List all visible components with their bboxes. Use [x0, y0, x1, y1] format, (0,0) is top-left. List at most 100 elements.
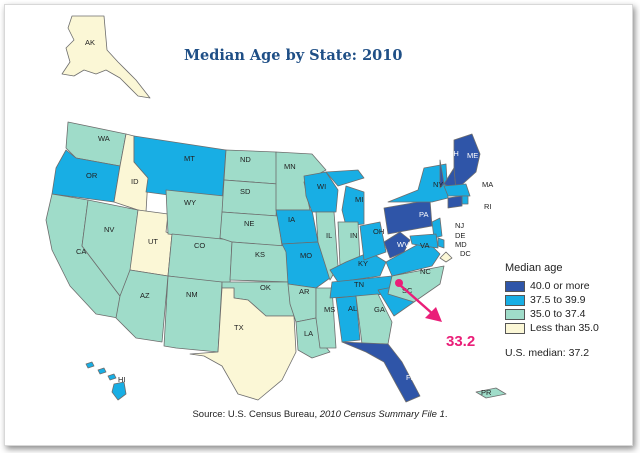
- state-label-va: VA: [420, 241, 429, 250]
- state-label-ok: OK: [260, 283, 271, 292]
- state-oh: [359, 221, 387, 261]
- state-label-tx: TX: [234, 323, 244, 332]
- state-label-wy: WY: [184, 198, 196, 207]
- callout-arrow-head-icon: [425, 307, 442, 322]
- state-ct: [447, 195, 463, 209]
- state-label-wi: WI: [317, 182, 326, 191]
- state-fl: [341, 341, 421, 403]
- state-label-co: CO: [194, 241, 205, 250]
- state-label-id: ID: [131, 177, 139, 186]
- legend-swatch: [505, 294, 525, 306]
- state-label-nj: NJ: [455, 221, 464, 230]
- legend-swatch: [505, 280, 525, 292]
- state-label-ny: NY: [433, 180, 443, 189]
- state-label-de: DE: [455, 231, 465, 240]
- state-label-vt: VT: [436, 153, 446, 162]
- state-label-wa: WA: [98, 134, 110, 143]
- state-label-ks: KS: [255, 250, 265, 259]
- state-ne: [219, 211, 283, 247]
- state-label-ak: AK: [85, 38, 95, 47]
- state-dc: [439, 251, 453, 263]
- state-label-il: IL: [326, 231, 332, 240]
- state-label-dc: DC: [460, 249, 471, 258]
- state-label-az: AZ: [140, 291, 150, 300]
- state-pr: [475, 387, 507, 399]
- state-ga: [355, 293, 393, 345]
- state-nm: [163, 275, 223, 353]
- state-nc: [387, 265, 445, 303]
- state-label-sd: SD: [240, 187, 251, 196]
- state-label-pa: PA: [419, 210, 428, 219]
- callout-arrow-line: [399, 284, 435, 316]
- state-label-ga: GA: [374, 305, 385, 314]
- state-ak: [61, 15, 151, 99]
- legend-item-under-35: Less than 35.0: [505, 322, 599, 334]
- state-label-ca: CA: [76, 247, 86, 256]
- state-label-or: OR: [86, 171, 98, 180]
- source-note: Source: U.S. Census Bureau, 2010 Census …: [0, 409, 640, 420]
- source-suffix: .: [444, 409, 448, 420]
- state-label-ut: UT: [148, 237, 158, 246]
- state-label-hi: HI: [118, 375, 126, 384]
- legend-title: Median age: [505, 262, 563, 274]
- state-ia: [275, 209, 319, 245]
- state-de: [437, 237, 445, 249]
- legend-label: Less than 35.0: [530, 322, 599, 334]
- state-nd: [223, 149, 279, 185]
- state-label-oh: OH: [373, 227, 384, 236]
- state-al: [335, 295, 361, 343]
- state-tx: [189, 287, 297, 401]
- state-label-nm: NM: [186, 290, 198, 299]
- state-label-tn: TN: [354, 280, 364, 289]
- state-label-pr: PR: [481, 388, 492, 397]
- state-ny: [387, 163, 449, 203]
- state-label-ar: AR: [299, 287, 310, 296]
- state-label-nv: NV: [104, 225, 114, 234]
- state-ma: [443, 183, 471, 197]
- state-pa: [383, 199, 433, 235]
- state-label-mi: MI: [355, 195, 363, 204]
- state-ri: [461, 195, 469, 205]
- legend-label: 35.0 to 37.4: [530, 308, 586, 320]
- state-label-wv: WV: [397, 240, 409, 249]
- legend-swatch: [505, 308, 525, 320]
- state-label-md: MD: [455, 240, 467, 249]
- state-label-fl: FL: [406, 373, 415, 382]
- state-label-ma: MA: [482, 180, 493, 189]
- state-ks: [229, 241, 291, 283]
- state-label-me: ME: [467, 151, 478, 160]
- source-title: 2010 Census Summary File 1: [319, 409, 445, 420]
- legend-swatch: [505, 322, 525, 334]
- state-label-ct: CT: [470, 210, 480, 219]
- state-label-mo: MO: [300, 251, 312, 260]
- state-label-ia: IA: [288, 215, 295, 224]
- state-label-ne: NE: [244, 219, 254, 228]
- legend-item-35-0: 35.0 to 37.4: [505, 308, 585, 320]
- state-label-ms: MS: [324, 305, 335, 314]
- state-label-ky: KY: [358, 259, 368, 268]
- state-sd: [221, 179, 279, 217]
- state-ms: [315, 287, 337, 349]
- state-label-nh: NH: [448, 149, 459, 158]
- state-label-la: LA: [304, 329, 313, 338]
- state-label-nd: ND: [240, 155, 251, 164]
- state-label-al: AL: [348, 304, 357, 313]
- state-md: [409, 233, 439, 249]
- legend-item-40-plus: 40.0 or more: [505, 280, 590, 292]
- state-label-in: IN: [350, 231, 358, 240]
- state-vt: [439, 159, 445, 189]
- state-me: [453, 133, 481, 191]
- source-prefix: Source: U.S. Census Bureau,: [192, 409, 318, 420]
- state-nj: [431, 217, 443, 239]
- state-label-mt: MT: [184, 154, 195, 163]
- legend-item-37-5: 37.5 to 39.9: [505, 294, 585, 306]
- sc-callout-value: 33.2: [446, 333, 476, 350]
- legend-label: 40.0 or more: [530, 280, 590, 292]
- state-label-nc: NC: [420, 267, 431, 276]
- map-title: Median Age by State: 2010: [184, 47, 403, 64]
- state-label-ri: RI: [484, 202, 492, 211]
- us-median-note: U.S. median: 37.2: [505, 347, 590, 359]
- state-label-mn: MN: [284, 162, 296, 171]
- state-wv: [383, 231, 411, 259]
